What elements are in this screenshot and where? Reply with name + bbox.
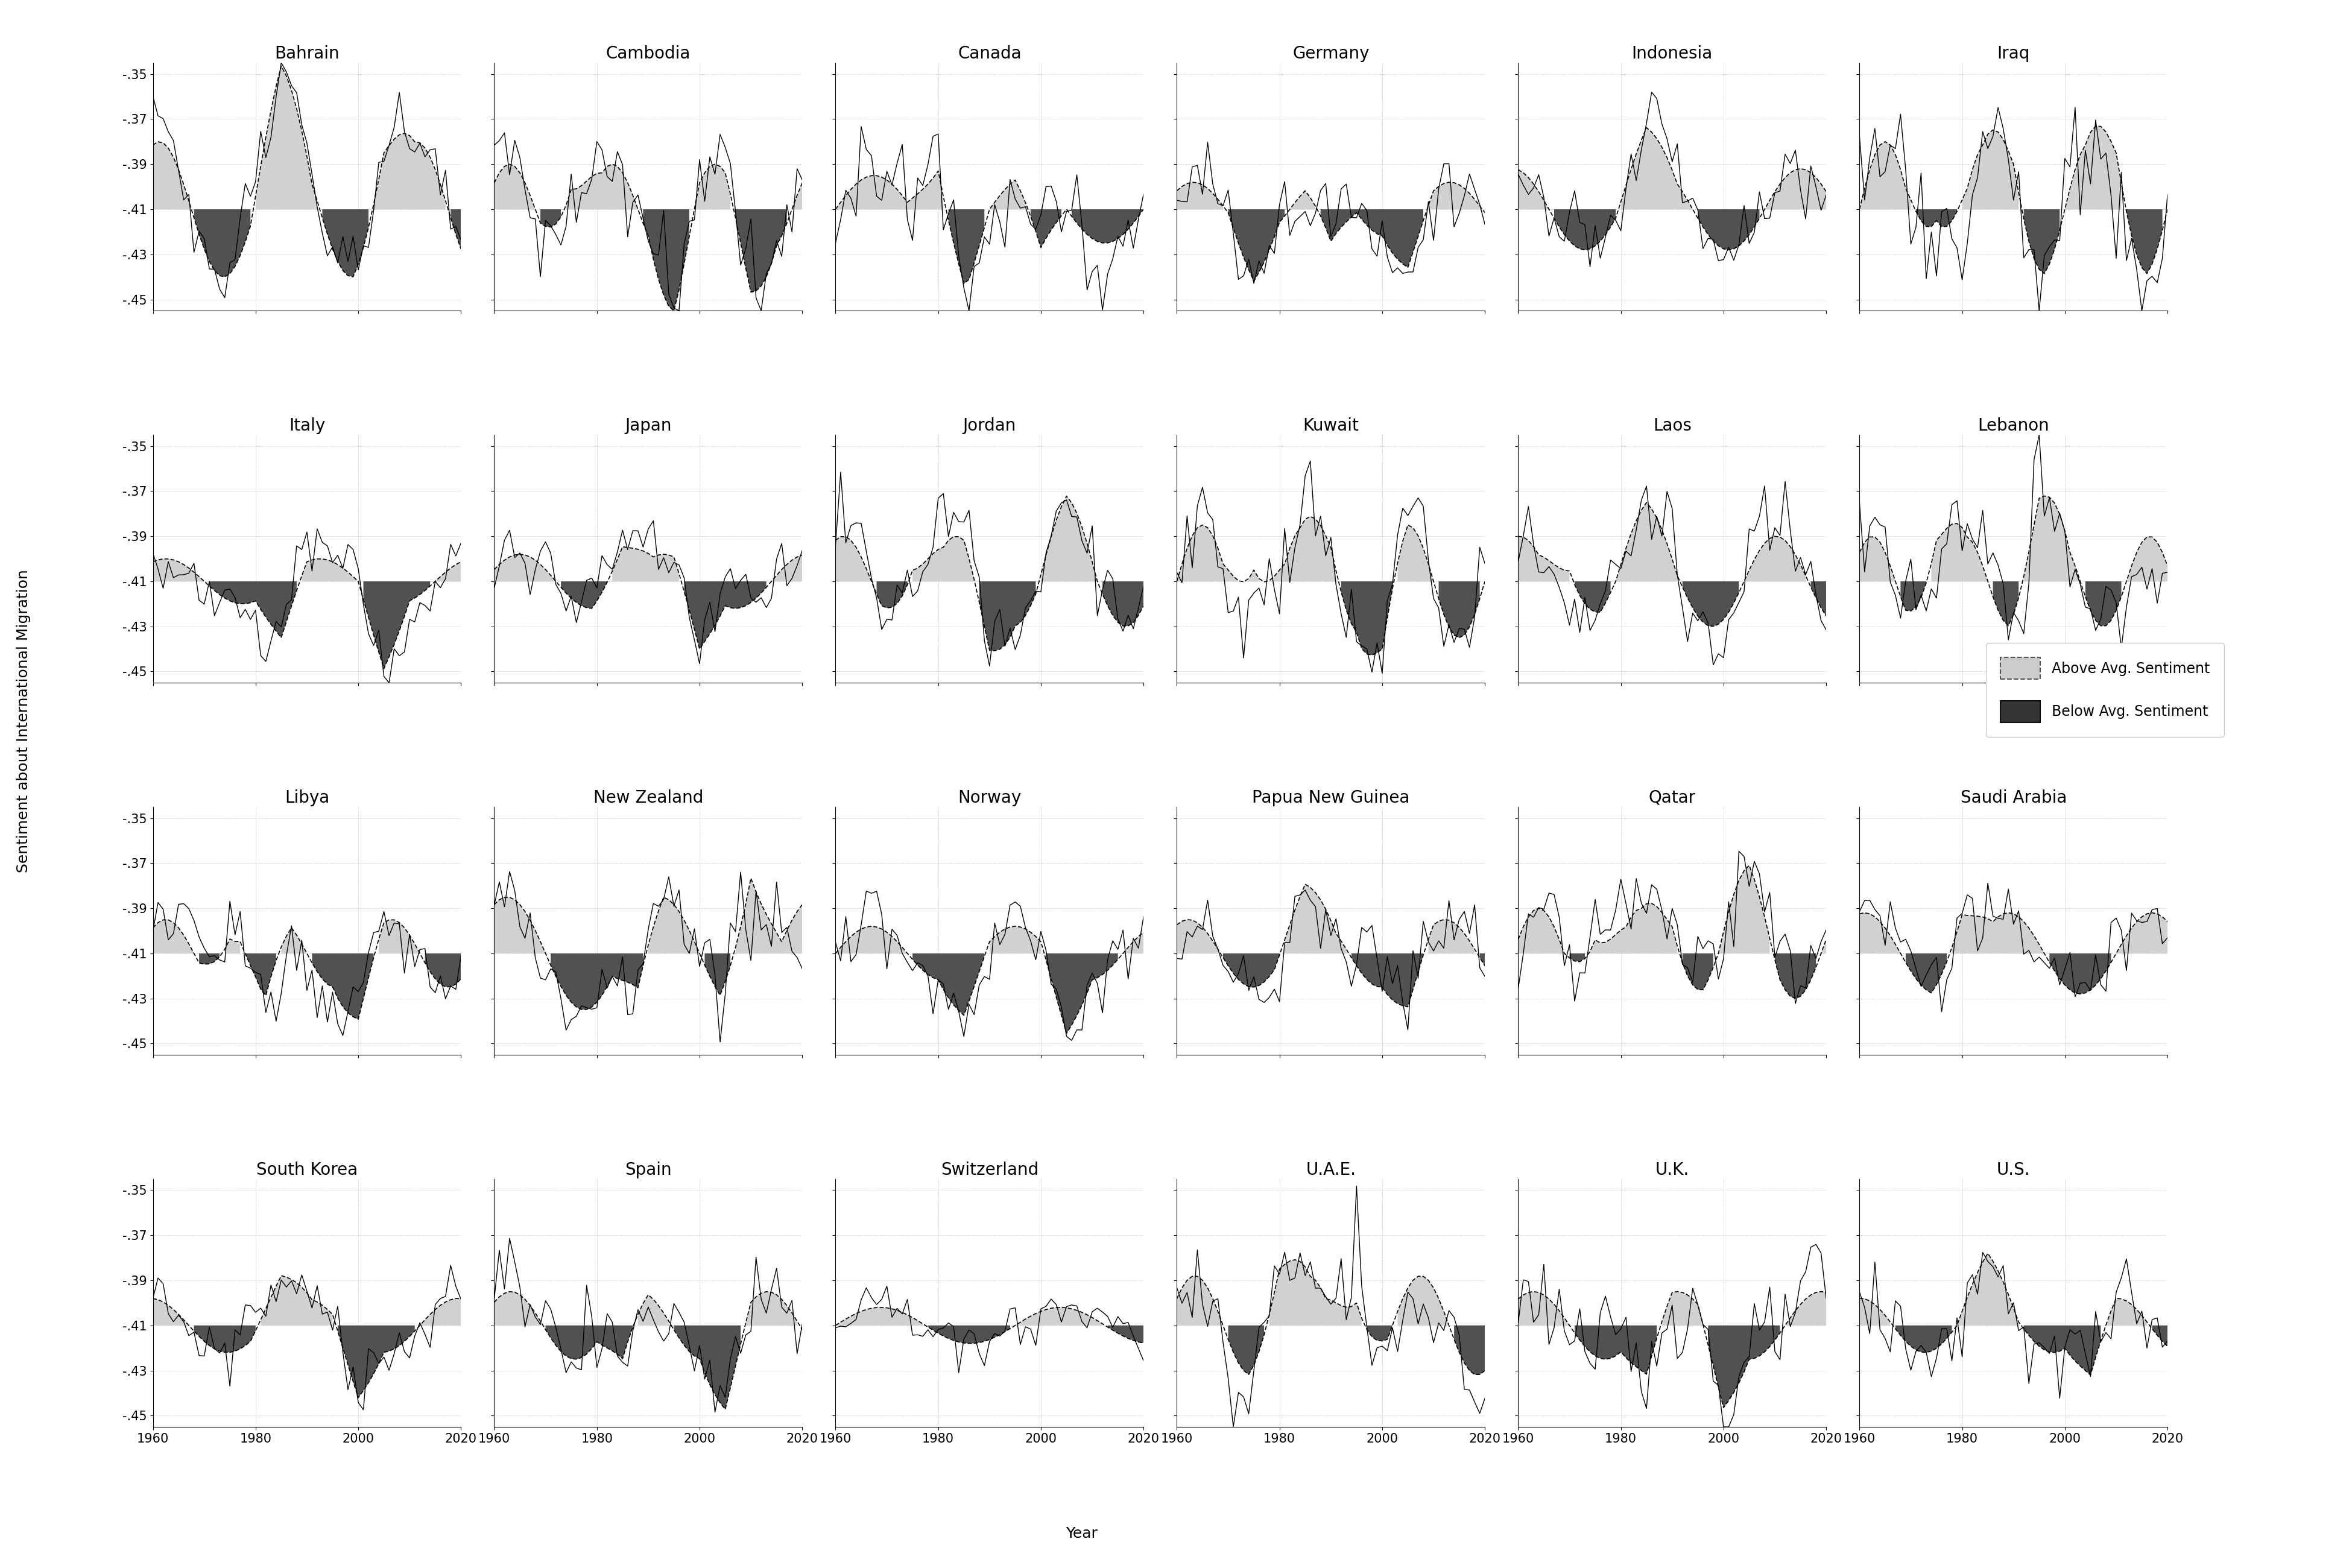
Title: Qatar: Qatar xyxy=(1649,789,1696,806)
Title: Bahrain: Bahrain xyxy=(275,45,339,63)
Title: New Zealand: New Zealand xyxy=(593,789,703,806)
Title: Indonesia: Indonesia xyxy=(1632,45,1712,63)
Title: Saudi Arabia: Saudi Arabia xyxy=(1959,789,2067,806)
Title: South Korea: South Korea xyxy=(256,1162,358,1178)
Text: Year: Year xyxy=(1065,1526,1098,1541)
Legend: Above Avg. Sentiment, Below Avg. Sentiment: Above Avg. Sentiment, Below Avg. Sentime… xyxy=(1985,643,2225,737)
Title: Spain: Spain xyxy=(626,1162,673,1178)
Title: Cambodia: Cambodia xyxy=(607,45,691,63)
Title: Laos: Laos xyxy=(1653,417,1691,434)
Title: Switzerland: Switzerland xyxy=(941,1162,1040,1178)
Text: Sentiment about International Migration: Sentiment about International Migration xyxy=(16,569,31,873)
Title: Canada: Canada xyxy=(957,45,1021,63)
Title: Libya: Libya xyxy=(285,789,329,806)
Title: Papua New Guinea: Papua New Guinea xyxy=(1251,789,1409,806)
Title: Germany: Germany xyxy=(1291,45,1369,63)
Title: Lebanon: Lebanon xyxy=(1978,417,2049,434)
Title: Iraq: Iraq xyxy=(1997,45,2030,63)
Title: Japan: Japan xyxy=(626,417,673,434)
Title: U.S.: U.S. xyxy=(1997,1162,2030,1178)
Title: Kuwait: Kuwait xyxy=(1303,417,1359,434)
Title: Norway: Norway xyxy=(957,789,1021,806)
Title: U.A.E.: U.A.E. xyxy=(1305,1162,1355,1178)
Title: Jordan: Jordan xyxy=(962,417,1016,434)
Title: U.K.: U.K. xyxy=(1656,1162,1689,1178)
Title: Italy: Italy xyxy=(289,417,325,434)
